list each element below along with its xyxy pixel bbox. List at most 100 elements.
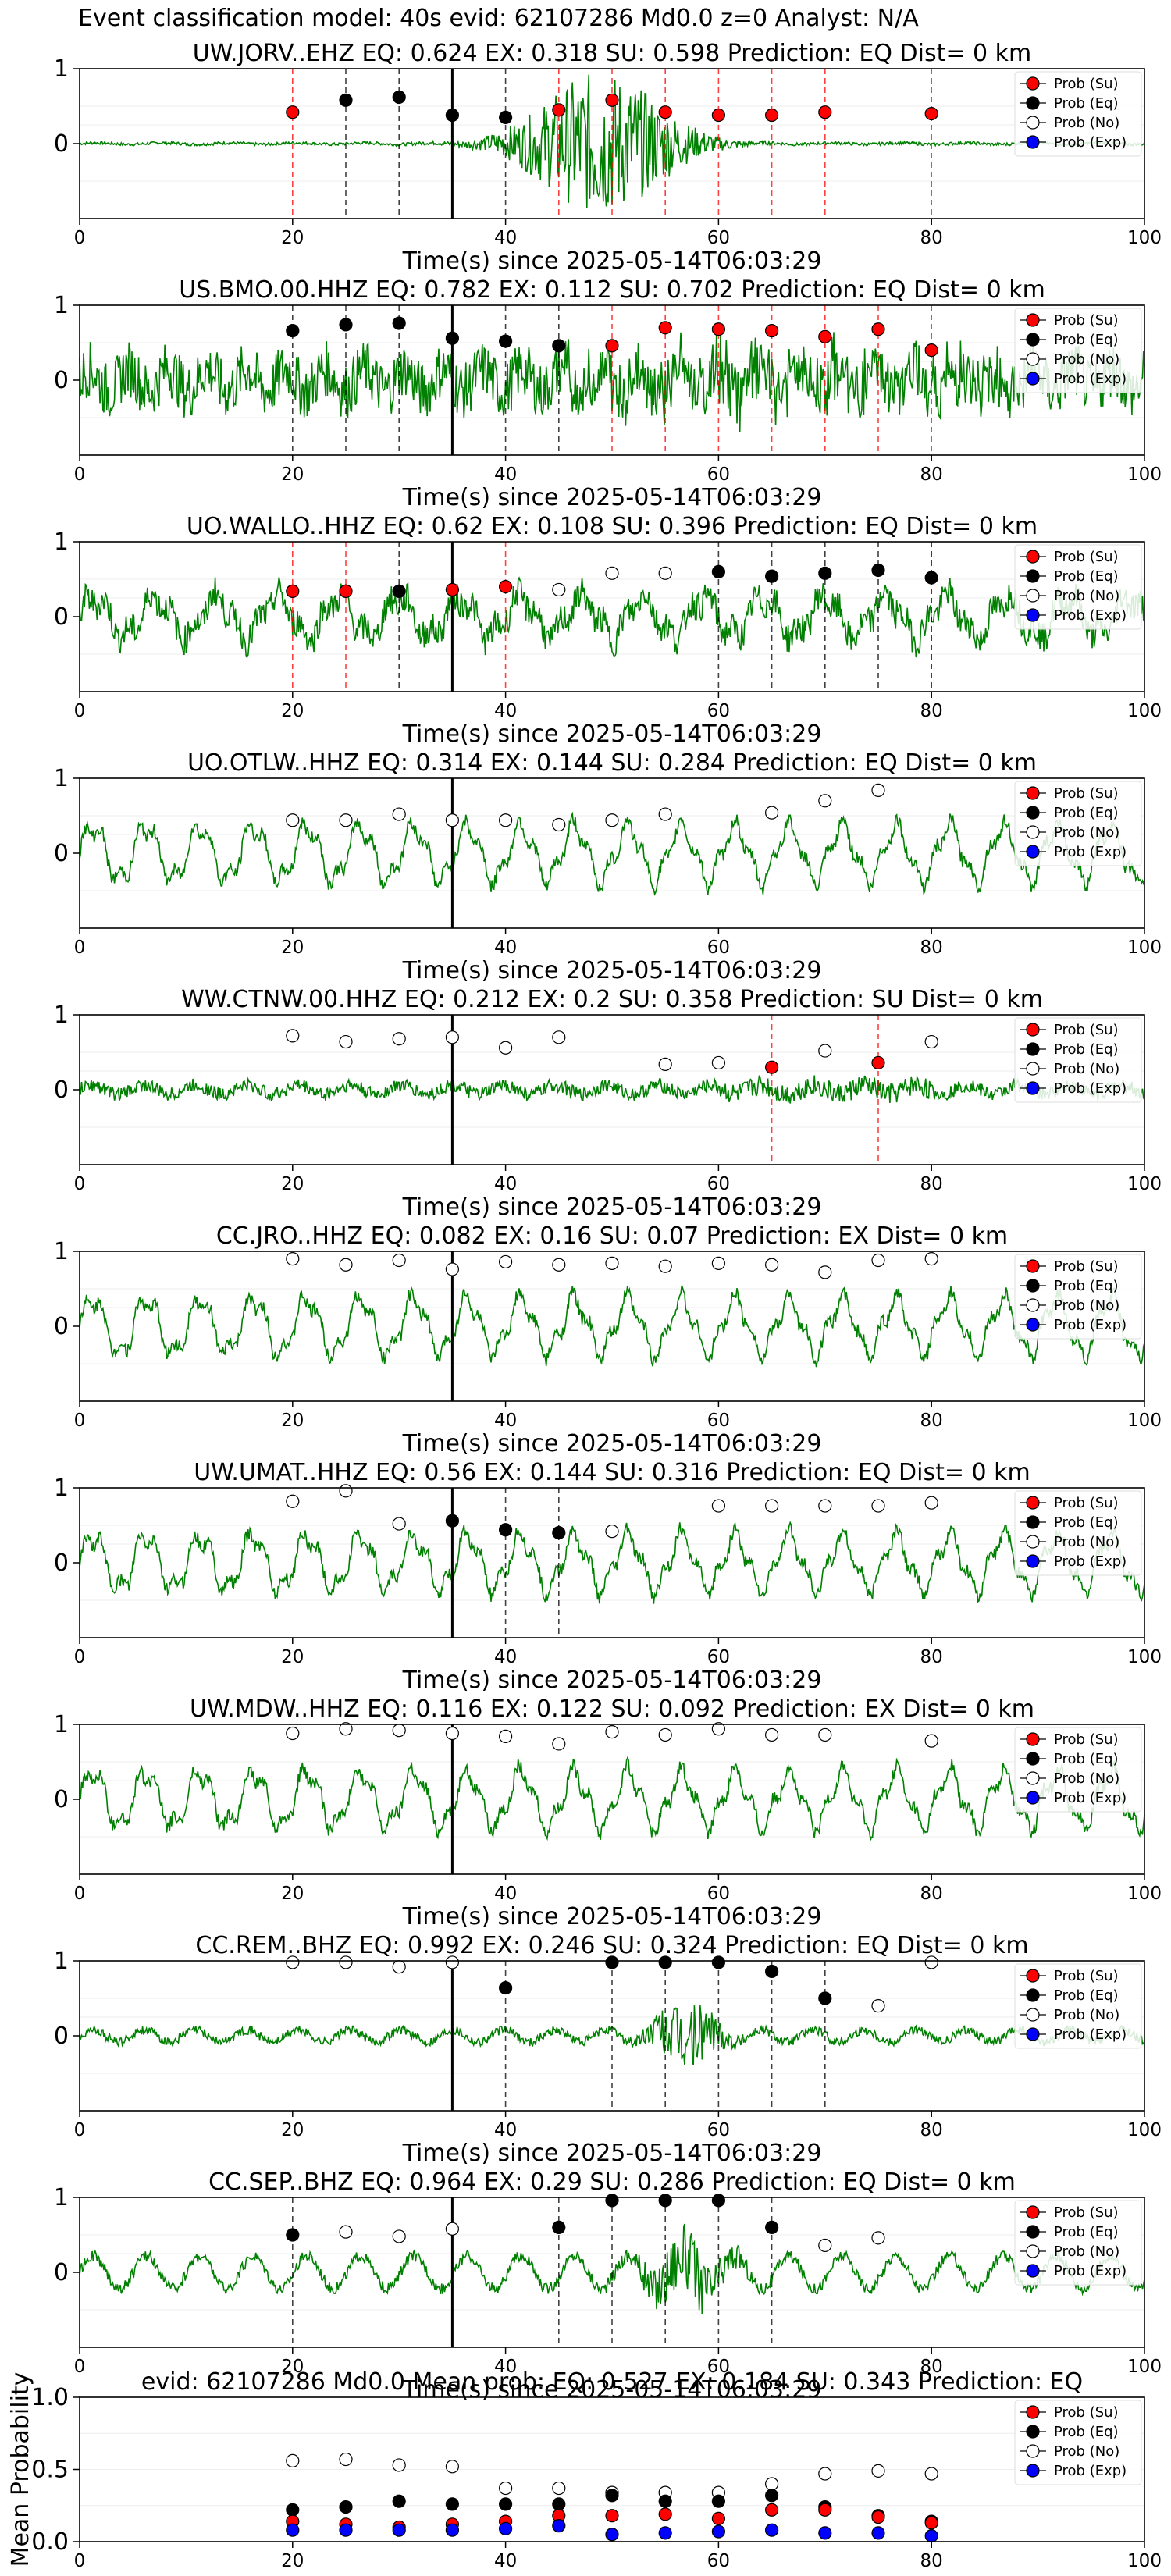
probability-point bbox=[286, 1251, 300, 1266]
probability-point bbox=[711, 108, 726, 123]
probability-point bbox=[764, 1964, 779, 1979]
x-tick-label: 40 bbox=[494, 2551, 517, 2571]
probability-point bbox=[552, 103, 566, 117]
legend-label: Prob (Su) bbox=[1054, 76, 1119, 92]
x-tick-label: 80 bbox=[920, 1647, 943, 1667]
x-tick-label: 80 bbox=[920, 2357, 943, 2377]
x-tick-label: 100 bbox=[1127, 2551, 1162, 2571]
legend-label: Prob (Su) bbox=[1054, 549, 1119, 565]
probability-point bbox=[498, 813, 513, 827]
panel-title: UO.OTLW..HHZ EQ: 0.314 EX: 0.144 SU: 0.2… bbox=[187, 749, 1037, 777]
station-panel: UW.UMAT..HHZ EQ: 0.56 EX: 0.144 SU: 0.31… bbox=[54, 1459, 1162, 1694]
probability-point bbox=[605, 813, 619, 827]
legend-label: Prob (Su) bbox=[1054, 312, 1119, 329]
x-tick-label: 80 bbox=[920, 1411, 943, 1431]
legend-marker bbox=[1026, 589, 1040, 603]
probability-point bbox=[445, 1514, 460, 1528]
probability-point bbox=[871, 1253, 885, 1268]
legend-marker bbox=[1026, 2225, 1040, 2239]
panel-title: WW.CTNW.00.HHZ EQ: 0.212 EX: 0.2 SU: 0.3… bbox=[181, 986, 1043, 1013]
probability-point bbox=[818, 566, 832, 580]
probability-point bbox=[711, 1256, 726, 1270]
mean-probability-point bbox=[286, 2453, 300, 2467]
probability-point bbox=[339, 1722, 353, 1736]
mean-probability-point bbox=[339, 2500, 353, 2514]
x-tick-label: 0 bbox=[74, 701, 86, 721]
x-tick-label: 20 bbox=[281, 938, 304, 958]
x-axis-label: Time(s) since 2025-05-14T06:03:29 bbox=[402, 247, 822, 275]
probability-point bbox=[658, 1259, 672, 1273]
probability-point bbox=[552, 1525, 566, 1540]
legend-label: Prob (Su) bbox=[1054, 2204, 1119, 2221]
probability-point bbox=[339, 1258, 353, 1272]
legend-box bbox=[1014, 1017, 1142, 1103]
legend-marker bbox=[1026, 569, 1040, 583]
panel-title: CC.SEP..BHZ EQ: 0.964 EX: 0.29 SU: 0.286… bbox=[208, 2169, 1016, 2196]
panel-title: UO.WALLO..HHZ EQ: 0.62 EX: 0.108 SU: 0.3… bbox=[187, 513, 1038, 540]
legend-label: Prob (Exp) bbox=[1054, 2026, 1127, 2043]
y-tick-label: 1 bbox=[54, 1238, 69, 1265]
probability-point bbox=[339, 1484, 353, 1498]
legend: Prob (Su) Prob (Eq) Prob (No) Prob (Exp) bbox=[1014, 71, 1142, 157]
legend-marker bbox=[1026, 2405, 1040, 2419]
mean-probability-point bbox=[711, 2524, 726, 2539]
x-tick-label: 40 bbox=[494, 1884, 517, 1904]
probability-point bbox=[924, 1496, 938, 1510]
x-tick-label: 60 bbox=[707, 1884, 730, 1904]
legend-marker bbox=[1026, 116, 1040, 130]
probability-point bbox=[445, 331, 460, 345]
probability-point bbox=[498, 334, 513, 348]
probability-point bbox=[392, 1724, 406, 1738]
y-tick-label: 0 bbox=[54, 2259, 69, 2286]
probability-point bbox=[818, 2238, 832, 2253]
legend-label: Prob (No) bbox=[1054, 2443, 1119, 2460]
x-tick-label: 60 bbox=[707, 1647, 730, 1667]
x-tick-label: 40 bbox=[494, 464, 517, 485]
x-axis-label: Time(s) since 2025-05-14T06:03:29 bbox=[402, 1667, 822, 1694]
mean-probability-point bbox=[498, 2481, 513, 2496]
mean-probability-point bbox=[764, 2503, 779, 2517]
legend-label: Prob (Exp) bbox=[1054, 844, 1127, 860]
legend-label: Prob (No) bbox=[1054, 2243, 1119, 2260]
legend-label: Prob (Eq) bbox=[1054, 2224, 1119, 2240]
x-tick-label: 60 bbox=[707, 2551, 730, 2571]
legend-label: Prob (No) bbox=[1054, 351, 1119, 368]
waveform-line bbox=[79, 1285, 1145, 1368]
y-tick-label: 1 bbox=[54, 292, 69, 319]
probability-point bbox=[286, 584, 300, 598]
probability-point bbox=[498, 110, 513, 124]
probability-point bbox=[658, 1057, 672, 1071]
probability-point bbox=[552, 339, 566, 353]
x-axis-label: Time(s) since 2025-05-14T06:03:29 bbox=[402, 1194, 822, 1221]
legend-label: Prob (Eq) bbox=[1054, 805, 1119, 821]
probability-point bbox=[339, 1955, 353, 1969]
mean-probability-point bbox=[818, 2526, 832, 2540]
probability-point bbox=[605, 1525, 619, 1539]
y-tick-label: 1 bbox=[54, 1948, 69, 1975]
legend: Prob (Su) Prob (Eq) Prob (No) Prob (Exp) bbox=[1014, 2400, 1142, 2485]
mean-probability-point bbox=[392, 2494, 406, 2508]
x-axis-label: Time(s) since 2025-05-14T06:03:29 bbox=[402, 1430, 822, 1457]
probability-point bbox=[552, 817, 566, 832]
probability-point bbox=[764, 1499, 779, 1513]
probability-point bbox=[498, 579, 513, 594]
probability-point bbox=[764, 1258, 779, 1272]
x-tick-label: 60 bbox=[707, 1411, 730, 1431]
probability-point bbox=[445, 1955, 460, 1969]
x-tick-label: 20 bbox=[281, 228, 304, 248]
y-tick-label: 0 bbox=[54, 603, 69, 631]
x-tick-label: 80 bbox=[920, 228, 943, 248]
probability-point bbox=[871, 1999, 885, 2013]
x-tick-label: 100 bbox=[1127, 2357, 1162, 2377]
legend-box bbox=[1014, 308, 1142, 393]
mean-probability-point bbox=[818, 2467, 832, 2481]
x-tick-label: 20 bbox=[281, 1884, 304, 1904]
mean-probability-point bbox=[445, 2460, 460, 2474]
legend-label: Prob (Eq) bbox=[1054, 2424, 1119, 2440]
probability-point bbox=[658, 321, 672, 335]
station-panel: CC.SEP..BHZ EQ: 0.964 EX: 0.29 SU: 0.286… bbox=[54, 2169, 1162, 2403]
probability-point bbox=[286, 1029, 300, 1043]
x-tick-label: 100 bbox=[1127, 464, 1162, 485]
probability-point bbox=[924, 1734, 938, 1748]
mean-probability-point bbox=[552, 2497, 566, 2511]
